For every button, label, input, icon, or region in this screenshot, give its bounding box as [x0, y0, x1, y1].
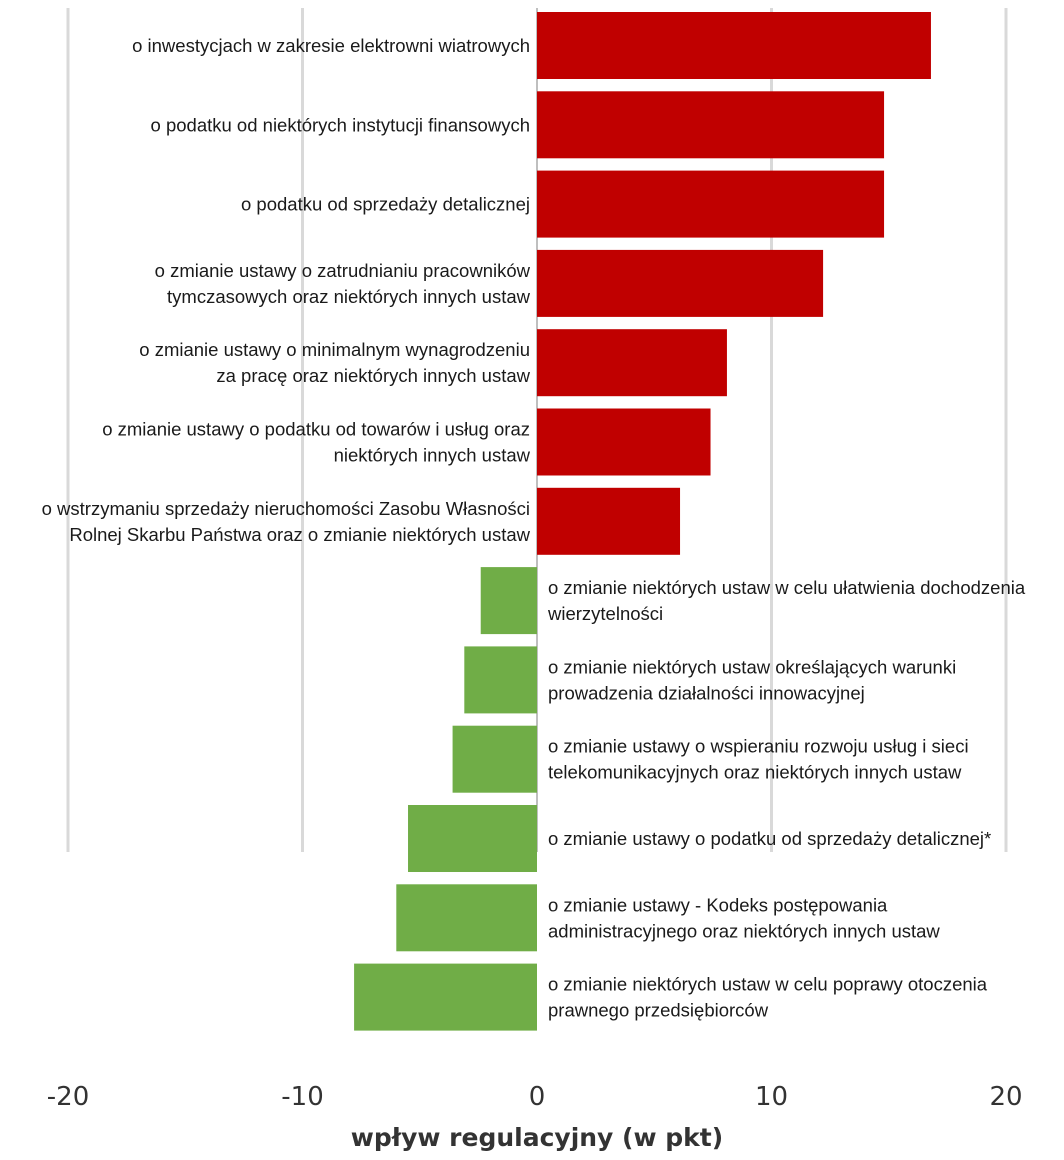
bar: [537, 408, 711, 476]
x-tick-label: 0: [529, 1082, 546, 1112]
category-label: tymczasowych oraz niektórych innych usta…: [167, 286, 531, 307]
category-label: niektórych innych ustaw: [334, 445, 531, 466]
bar: [537, 249, 824, 317]
x-tick-labels: -20 -10 0 10 20: [47, 1082, 1023, 1112]
x-tick-label: -20: [47, 1082, 89, 1112]
bars: [354, 12, 931, 1031]
bar: [537, 329, 727, 397]
category-label: prowadzenia działalności innowacyjnej: [548, 682, 865, 703]
category-label: wierzytelności: [547, 603, 663, 624]
bar: [537, 487, 681, 555]
category-label: telekomunikacyjnych oraz niektórych inny…: [548, 762, 962, 783]
category-label: o zmianie niektórych ustaw określających…: [548, 656, 956, 677]
bar: [480, 567, 537, 635]
x-axis-title: wpływ regulacyjny (w pkt): [351, 1123, 723, 1152]
bar: [452, 725, 537, 793]
bar: [537, 91, 885, 159]
x-tick-label: 20: [989, 1082, 1022, 1112]
bar: [464, 646, 537, 714]
category-label: o zmianie ustawy o wspieraniu rozwoju us…: [548, 736, 969, 757]
x-tick-label: -10: [281, 1082, 323, 1112]
category-label: o zmianie ustawy o podatku od sprzedaży …: [548, 828, 991, 849]
bar: [537, 12, 931, 79]
category-label: o zmianie ustawy o zatrudnianiu pracowni…: [155, 260, 531, 281]
category-label: Rolnej Skarbu Państwa oraz o zmianie nie…: [69, 524, 530, 545]
category-label: o inwestycjach w zakresie elektrowni wia…: [132, 35, 530, 56]
category-label: o wstrzymaniu sprzedaży nieruchomości Za…: [42, 498, 530, 519]
bar: [396, 884, 537, 952]
category-label: za pracę oraz niektórych innych ustaw: [216, 365, 530, 386]
bar: [408, 805, 537, 872]
bar: [354, 963, 537, 1031]
category-label: o zmianie niektórych ustaw w celu ułatwi…: [548, 577, 1026, 598]
category-label: o zmianie niektórych ustaw w celu popraw…: [548, 974, 988, 995]
bar: [537, 170, 885, 238]
category-labels: o inwestycjach w zakresie elektrowni wia…: [42, 35, 1026, 1021]
category-label: o podatku od sprzedaży detalicznej: [241, 194, 530, 215]
category-label: administracyjnego oraz niektórych innych…: [548, 920, 940, 941]
category-label: o zmianie ustawy - Kodeks postępowania: [548, 894, 888, 915]
category-label: o podatku od niektórych instytucji finan…: [151, 114, 530, 135]
category-label: prawnego przedsiębiorców: [548, 1000, 769, 1021]
x-tick-label: 10: [755, 1082, 788, 1112]
category-label: o zmianie ustawy o minimalnym wynagrodze…: [139, 339, 530, 360]
category-label: o zmianie ustawy o podatku od towarów i …: [102, 419, 530, 440]
